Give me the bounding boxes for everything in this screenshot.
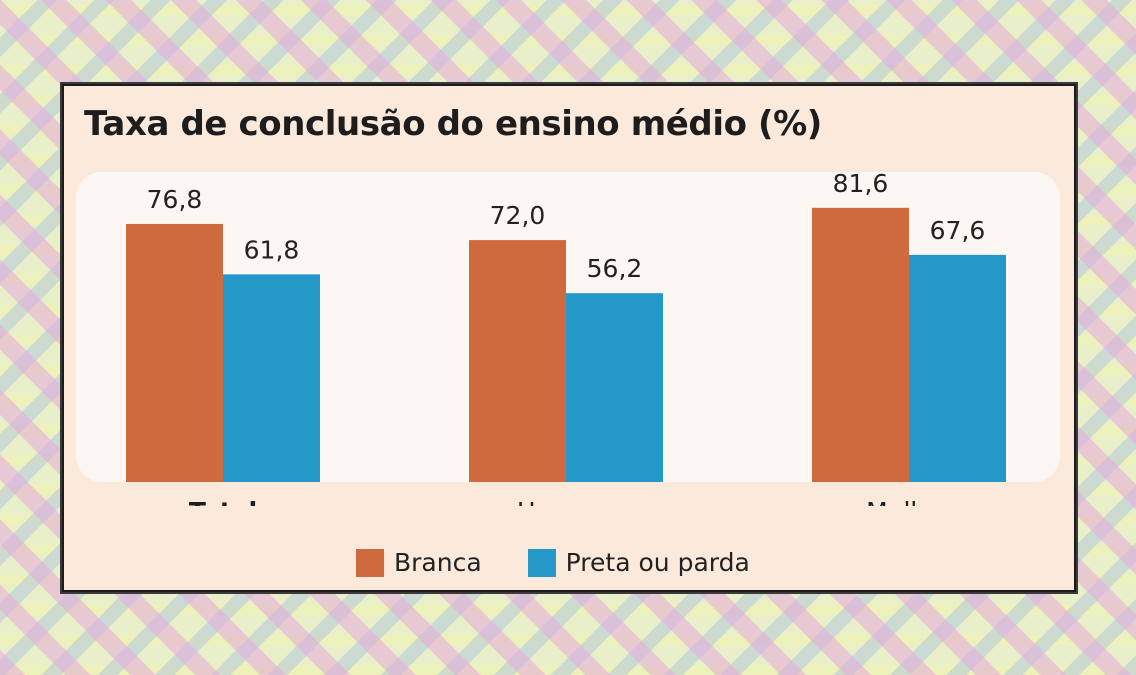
bar-total-preta-ou-parda — [223, 274, 320, 482]
bar-mulher-branca — [812, 207, 909, 482]
bar-homem-preta-ou-parda — [566, 293, 663, 482]
legend-label-branca: Branca — [394, 548, 482, 577]
data-label: 56,2 — [587, 254, 643, 283]
data-label: 72,0 — [490, 201, 546, 230]
legend-item-preta-ou-parda: Preta ou parda — [527, 548, 750, 577]
data-label: 67,6 — [930, 216, 986, 245]
chart-panel: Taxa de conclusão do ensino médio (%) 76… — [62, 84, 1076, 592]
category-label-homem: Homem — [517, 497, 615, 506]
category-label-mulher: Mulher — [866, 497, 953, 506]
chart-title: Taxa de conclusão do ensino médio (%) — [84, 104, 822, 144]
bar-chart: 76,8 61,8 Total 72,0 56,2 Homem 81,6 67,6 Mulher — [126, 169, 1006, 506]
bar-total-branca — [126, 223, 223, 482]
legend-item-branca: Branca — [356, 548, 482, 577]
bar-mulher-preta-ou-parda — [909, 254, 1006, 482]
legend-swatch-preta-ou-parda — [527, 548, 556, 577]
data-label: 61,8 — [244, 235, 300, 264]
legend: Branca Preta ou parda — [356, 548, 796, 577]
bar-homem-branca — [469, 240, 566, 482]
data-label: 81,6 — [833, 169, 889, 198]
data-label: 76,8 — [147, 185, 203, 214]
category-label-total: Total — [189, 497, 257, 506]
legend-label-preta-ou-parda: Preta ou parda — [565, 548, 750, 577]
legend-swatch-branca — [356, 548, 384, 577]
